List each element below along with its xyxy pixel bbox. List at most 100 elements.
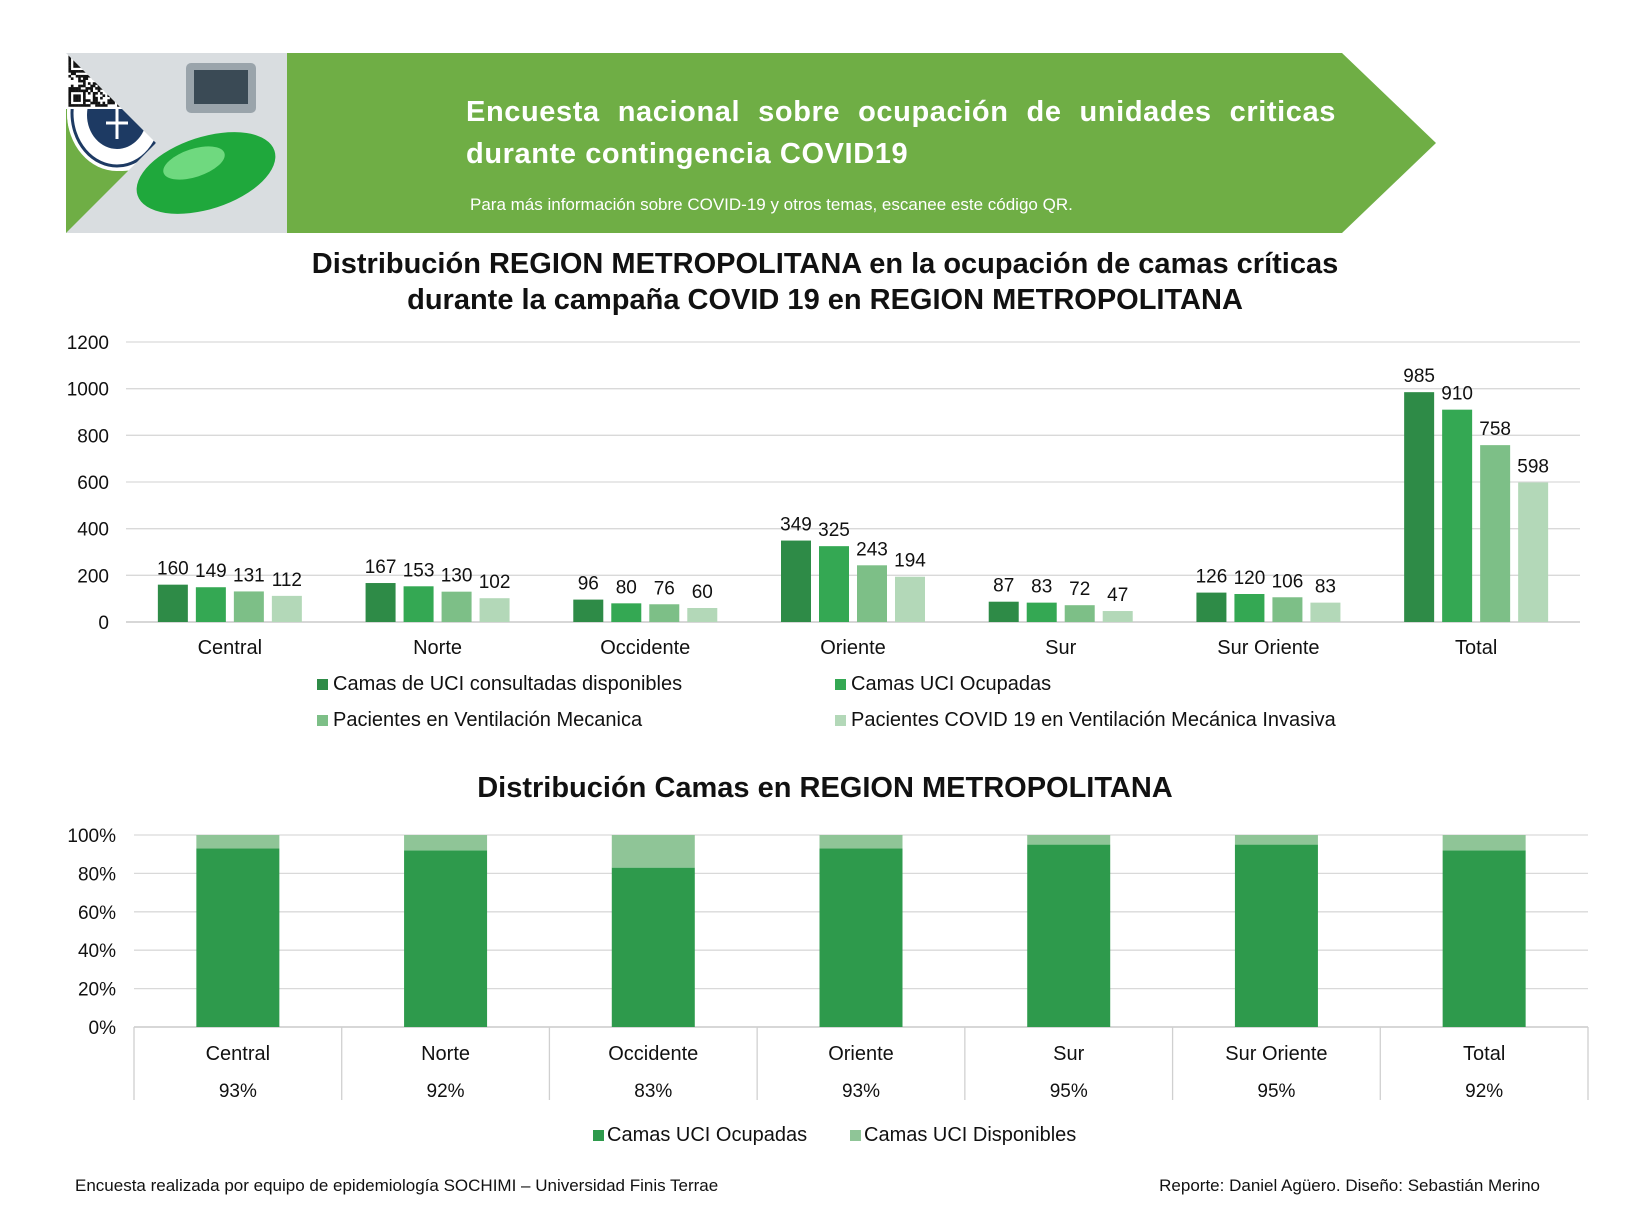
legend-label: Pacientes en Ventilación Mecanica: [333, 709, 643, 731]
x-tick-label: Sur Oriente: [1217, 637, 1319, 659]
y-tick-label: 0: [98, 613, 109, 634]
data-label: 131: [233, 565, 265, 586]
data-label: 598: [1517, 456, 1549, 477]
data-label: 910: [1441, 384, 1473, 405]
stacked-bar-chart-beds: 0% 20% 40% 60% 80% 100% Central 93% Norte 92% Occi…: [67, 826, 1589, 1146]
y-tick-label: 1000: [67, 380, 109, 401]
data-label: 106: [1272, 571, 1304, 592]
data-label: 83: [1031, 577, 1052, 598]
footer-credit-left: Encuesta realizada por equipo de epidemi…: [75, 1176, 719, 1195]
bar: [687, 608, 718, 622]
legend-swatch: [850, 1130, 861, 1141]
bar: [271, 595, 302, 622]
x-tick-label: Sur: [1045, 637, 1076, 659]
bar: [649, 604, 680, 622]
stacked-bar-segment: [611, 835, 695, 868]
data-label: 167: [365, 557, 397, 578]
bar: [1480, 445, 1511, 622]
header-banner: Encuesta nacional sobre ocupación de uni…: [66, 53, 1600, 233]
x-tick-label: Occidente: [608, 1043, 698, 1065]
stacked-bar-segment: [611, 867, 695, 1027]
data-label: 758: [1479, 419, 1511, 440]
bar: [819, 546, 849, 622]
category-percent-label: 93%: [219, 1081, 257, 1102]
data-label: 112: [272, 570, 302, 591]
data-label: 102: [479, 572, 511, 593]
bar: [781, 540, 811, 622]
category-percent-label: 95%: [1257, 1081, 1295, 1102]
bar: [573, 599, 604, 622]
stacked-bar-segment: [819, 835, 903, 849]
data-label: 243: [856, 539, 888, 560]
stacked-bar-segment: [1027, 844, 1111, 1027]
legend-label: Camas de UCI consultadas disponibles: [333, 673, 682, 695]
category-percent-label: 95%: [1050, 1081, 1088, 1102]
chart2-title-text: Distribución Camas en REGION METROPOLITA…: [477, 772, 1173, 804]
legend-label: Pacientes COVID 19 en Ventilación Mecáni…: [851, 709, 1337, 731]
stacked-bar-segment: [1234, 844, 1318, 1027]
stacked-bar-segment: [1027, 835, 1111, 845]
x-tick-label: Sur Oriente: [1225, 1043, 1327, 1065]
bar: [1026, 602, 1057, 622]
legend-label: Camas UCI Ocupadas: [607, 1124, 807, 1146]
ventilator-photo-icon: [66, 53, 287, 233]
x-tick-label: Total: [1455, 637, 1497, 659]
bar: [403, 586, 434, 622]
y-tick-label: 20%: [78, 980, 116, 1001]
category-percent-label: 92%: [1465, 1081, 1503, 1102]
x-tick-label: Oriente: [820, 637, 886, 659]
legend-swatch: [593, 1130, 604, 1141]
bar: [1310, 602, 1341, 622]
data-label: 83: [1315, 577, 1336, 598]
bar: [1196, 592, 1227, 622]
stacked-bar-segment: [196, 835, 280, 849]
data-label: 325: [818, 520, 850, 541]
stacked-bar-segment: [404, 850, 488, 1027]
bar: [895, 576, 925, 622]
y-tick-label: 60%: [78, 903, 116, 924]
data-label: 985: [1403, 366, 1435, 387]
x-tick-label: Occidente: [600, 637, 690, 659]
bar: [157, 584, 188, 622]
data-label: 149: [195, 561, 227, 582]
y-tick-label: 100%: [67, 826, 116, 847]
legend-swatch: [317, 679, 328, 690]
banner-title: Encuesta nacional sobre ocupación de uni…: [466, 96, 1336, 170]
bar: [611, 603, 642, 622]
stacked-bar-segment: [819, 848, 903, 1027]
data-label: 194: [894, 551, 926, 572]
stacked-bar-segment: [196, 848, 280, 1027]
data-label: 60: [692, 582, 713, 603]
legend-label: Camas UCI Ocupadas: [851, 673, 1051, 695]
chart1-title-text: Distribución REGION METROPOLITANA en la …: [311, 248, 1339, 316]
y-tick-label: 800: [77, 426, 109, 447]
data-label: 153: [403, 560, 435, 581]
y-tick-label: 400: [77, 520, 109, 541]
bar: [988, 601, 1019, 622]
x-tick-label: Central: [198, 637, 262, 659]
bar-chart-beds: 0 200 400 600 800 1000 1200 160 149 131 112 Central…: [67, 333, 1580, 731]
stacked-bar-segment: [404, 835, 488, 851]
data-label: 72: [1069, 579, 1090, 600]
data-label: 87: [993, 576, 1014, 597]
bar: [365, 583, 396, 622]
bar: [1272, 597, 1303, 622]
category-percent-label: 93%: [842, 1081, 880, 1102]
data-label: 160: [157, 559, 189, 580]
bar: [441, 591, 472, 622]
x-tick-label: Norte: [421, 1043, 470, 1065]
bar: [1404, 392, 1435, 622]
bar: [1518, 482, 1549, 622]
y-tick-label: 1200: [67, 333, 109, 354]
bar: [1442, 409, 1473, 622]
banner-background: [66, 53, 1436, 233]
data-label: 47: [1107, 585, 1128, 606]
chart2-title: Distribución Camas en REGION METROPOLITA…: [0, 770, 1650, 806]
bar: [1234, 594, 1265, 622]
legend-swatch: [317, 715, 328, 726]
chart1-title: Distribución REGION METROPOLITANA en la …: [0, 246, 1650, 318]
banner-subtitle: Para más información sobre COVID-19 y ot…: [470, 195, 1073, 214]
data-label: 126: [1196, 567, 1228, 588]
x-tick-label: Total: [1463, 1043, 1505, 1065]
legend-label: Camas UCI Disponibles: [864, 1124, 1076, 1146]
